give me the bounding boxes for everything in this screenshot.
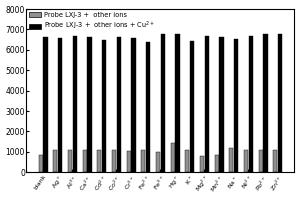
Bar [141,150,146,172]
Bar [249,36,253,172]
Bar [127,151,131,172]
Bar [68,150,72,172]
Bar [185,150,189,172]
Bar [39,155,43,172]
Bar [53,150,57,172]
Bar [259,150,263,172]
Legend: Probe LXJ-3 +  other ions, Probe LXJ-3 +  other ions + Cu$^{2+}$: Probe LXJ-3 + other ions, Probe LXJ-3 + … [28,10,156,33]
Bar [131,38,136,172]
Bar [146,42,150,172]
Bar [200,156,204,172]
Bar [244,150,248,172]
Bar [229,148,233,172]
Bar [161,34,165,172]
Bar [82,150,87,172]
Bar [263,34,268,172]
Bar [220,37,224,172]
Bar [73,36,77,172]
Bar [214,155,219,172]
Bar [97,150,101,172]
Bar [112,150,116,172]
Bar [117,37,121,172]
Bar [205,36,209,172]
Bar [58,38,62,172]
Bar [171,143,175,172]
Bar [88,37,92,172]
Bar [156,152,160,172]
Bar [234,39,238,172]
Bar [176,34,180,172]
Bar [273,150,278,172]
Bar [102,40,106,172]
Bar [190,41,194,172]
Bar [44,37,48,172]
Bar [278,34,282,172]
